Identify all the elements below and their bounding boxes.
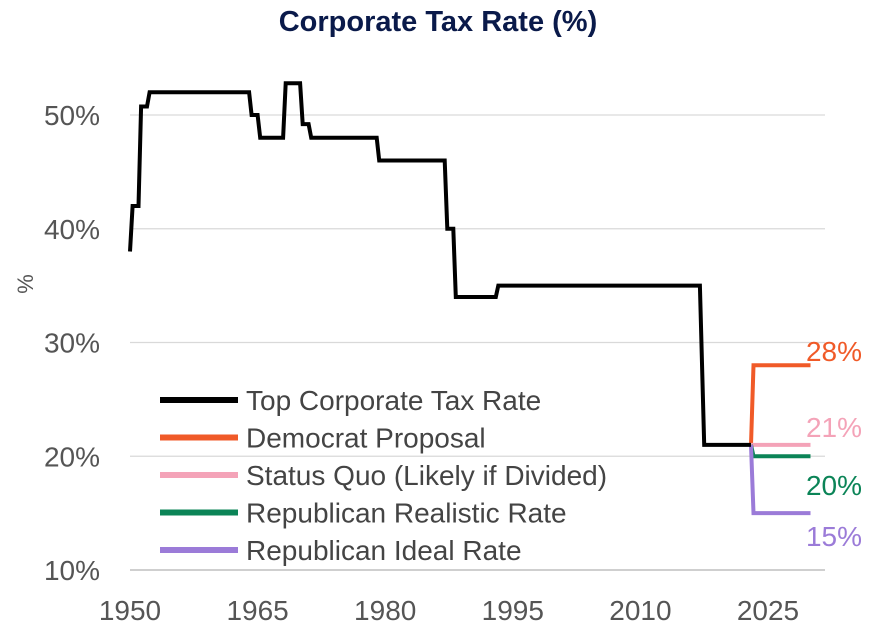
x-axis: 1950 1965 1980 1995 2010 2025 xyxy=(99,595,799,626)
end-label: 21% xyxy=(806,412,862,443)
y-tick-label: 50% xyxy=(44,100,100,131)
legend-label: Top Corporate Tax Rate xyxy=(246,385,541,416)
x-tick-label: 1965 xyxy=(226,595,288,626)
series-line-democrat-proposal xyxy=(749,363,811,445)
series-line-republican-ideal-rate xyxy=(749,444,811,516)
end-labels: 28% 21% 20% 15% xyxy=(806,336,862,552)
legend: Top Corporate Tax Rate Democrat Proposal S… xyxy=(160,385,607,566)
legend-label: Republican Realistic Rate xyxy=(246,498,567,529)
legend-label: Democrat Proposal xyxy=(246,423,486,454)
y-tick-label: 10% xyxy=(44,555,100,586)
end-label: 20% xyxy=(806,470,862,501)
x-tick-label: 2025 xyxy=(737,595,799,626)
chart-title: Corporate Tax Rate (%) xyxy=(278,6,598,38)
series-line-top-corporate-tax-rate xyxy=(128,81,751,447)
y-axis-label: % xyxy=(13,274,38,294)
series-lines xyxy=(128,81,811,516)
x-tick-label: 1980 xyxy=(354,595,416,626)
y-axis: 10% 20% 30% 40% 50% xyxy=(44,100,100,586)
y-tick-label: 30% xyxy=(44,328,100,359)
gridlines xyxy=(130,114,825,457)
end-label: 15% xyxy=(806,521,862,552)
x-tick-label: 1995 xyxy=(482,595,544,626)
y-tick-label: 40% xyxy=(44,214,100,245)
end-label: 28% xyxy=(806,336,862,367)
y-tick-label: 20% xyxy=(44,441,100,472)
legend-label: Republican Ideal Rate xyxy=(246,535,522,566)
x-tick-label: 1950 xyxy=(99,595,161,626)
legend-label: Status Quo (Likely if Divided) xyxy=(246,460,607,491)
x-tick-label: 2010 xyxy=(609,595,671,626)
